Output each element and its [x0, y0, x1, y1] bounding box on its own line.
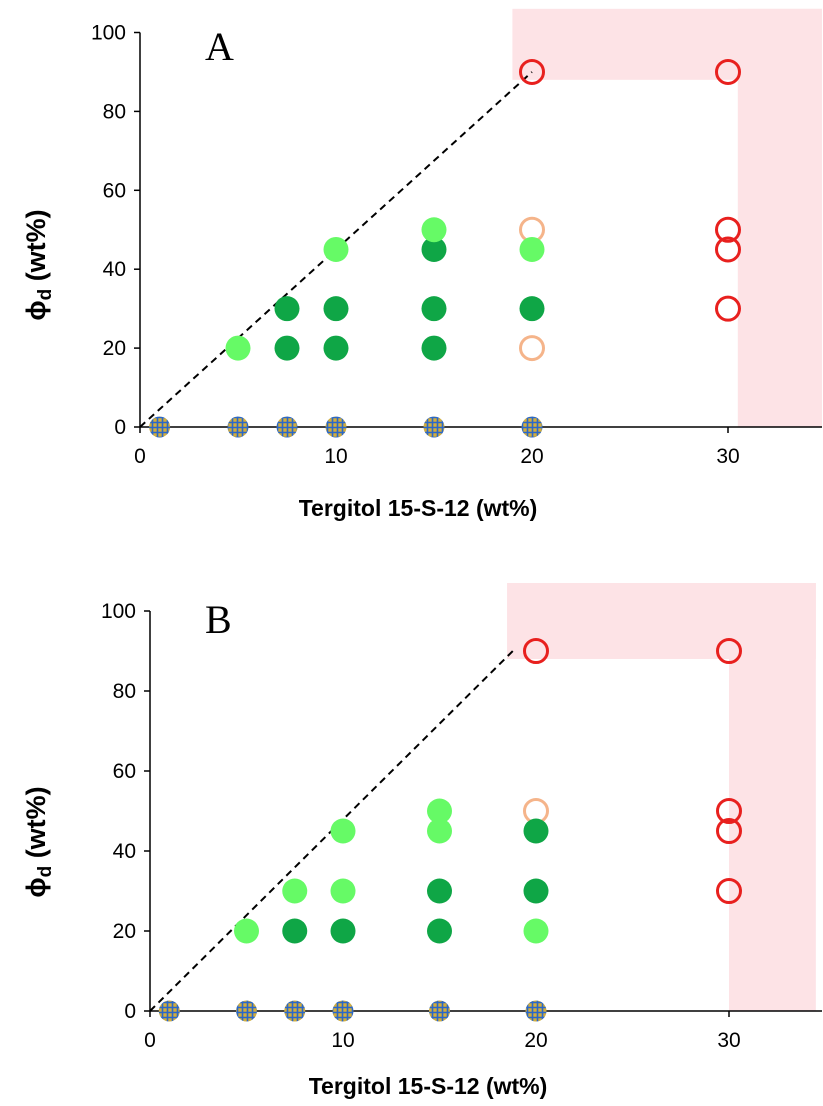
panel-b-tick-labels: 0 20 40 60 80 100 0 10 20 30	[101, 600, 741, 1052]
panel-a-point-hatched-yellow	[325, 416, 347, 438]
panel-a-point-filled-dark-green	[274, 296, 300, 322]
panel-b-point-open-red	[716, 818, 742, 844]
panel-a-axes	[134, 31, 822, 433]
panel-a-point-filled-light-green	[225, 335, 251, 361]
panel-a-point-open-orange	[519, 335, 545, 362]
panel-b-label: B	[205, 597, 232, 642]
panel-a-point-filled-dark-green	[421, 335, 447, 361]
panel-b-point-filled-dark-green	[427, 878, 452, 904]
panel-a-shaded-zone	[737, 8, 822, 428]
panel-b-point-filled-light-green	[282, 878, 308, 904]
panel-a-point-filled-light-green	[421, 217, 447, 243]
panel-a-point-open-red	[715, 216, 741, 243]
panel-b-axes	[144, 610, 822, 1017]
panel-a-tick-labels: 0 20 40 60 80 100 0 10 20 30	[91, 22, 740, 469]
panel-a-point-filled-dark-green	[323, 335, 349, 361]
panel-a-y-tick-label: 0	[114, 416, 126, 439]
panel-a-point-open-red	[715, 58, 741, 85]
panel-b-data-points	[158, 638, 742, 1022]
panel-b-point-filled-light-green	[330, 878, 356, 904]
panel-a-x-axis-label: Tergitol 15-S-12 (wt%)	[299, 495, 538, 521]
panel-b-y-axis-label: ϕd (wt%)	[21, 786, 56, 897]
panel-a-y-tick-label: 100	[91, 22, 126, 45]
panel-b-point-filled-light-green	[427, 818, 452, 844]
panel-a-y-tick-label: 40	[103, 258, 126, 281]
panel-b-y-tick-label: 80	[113, 680, 136, 703]
panel-b-point-filled-light-green	[234, 918, 259, 944]
panel-b-x-tick-label: 0	[144, 1029, 156, 1052]
panel-a-x-tick-label: 30	[716, 445, 739, 468]
panel-a-data-points	[149, 58, 741, 438]
panel-a-point-hatched-yellow	[149, 416, 171, 438]
panel-b-chart: 0 20 40 60 80 100 0 10 20 30 B Tergitol 15-S-12 (…	[21, 583, 822, 1099]
panel-b-point-filled-dark-green	[330, 918, 356, 944]
panel-b-point-filled-dark-green	[282, 918, 308, 944]
panel-a-point-filled-dark-green	[421, 236, 447, 262]
panel-b-point-hatched-yellow	[284, 1000, 306, 1022]
panel-a-point-open-red	[715, 236, 741, 263]
panel-b-x-axis-label: Tergitol 15-S-12 (wt%)	[309, 1073, 548, 1099]
panel-a-point-filled-light-green	[323, 236, 349, 262]
panel-a-shaded-zones	[512, 8, 822, 428]
panel-b-y-tick-label: 0	[124, 1000, 136, 1023]
panel-b-point-open-red	[716, 878, 742, 904]
panel-a-point-filled-dark-green	[421, 296, 447, 322]
panel-a-y-axis-label: ϕd (wt%)	[21, 209, 56, 320]
panel-b-point-hatched-yellow	[158, 1000, 180, 1022]
panel-a-point-hatched-yellow	[227, 416, 249, 438]
panel-b-point-filled-light-green	[427, 798, 452, 824]
panel-b-point-open-red	[716, 638, 742, 664]
panel-b-point-hatched-yellow	[429, 1000, 450, 1022]
panel-b-point-open-red	[523, 638, 549, 664]
panel-a-point-filled-dark-green	[323, 296, 349, 322]
panel-b-point-hatched-yellow	[236, 1000, 257, 1022]
panel-b-y-tick-label: 40	[113, 840, 136, 863]
panel-a-x-tick-label: 10	[324, 445, 347, 468]
panel-b-point-filled-dark-green	[523, 878, 549, 904]
panel-b-point-hatched-yellow	[332, 1000, 354, 1022]
panel-a-x-tick-label: 0	[134, 445, 146, 468]
panel-b-y-tick-label: 60	[113, 760, 136, 783]
panel-a-point-hatched-yellow	[521, 416, 543, 438]
panel-b-x-tick-label: 10	[331, 1029, 354, 1052]
panel-b-x-tick-label: 20	[524, 1029, 547, 1052]
panel-b-shaded-zones	[507, 583, 816, 1011]
panel-a-y-tick-label: 60	[103, 179, 126, 202]
panel-b-y-tick-label: 20	[113, 920, 136, 943]
panel-b-y-tick-label: 100	[101, 600, 136, 623]
panel-a-x-tick-label: 20	[520, 445, 543, 468]
panel-b-point-filled-light-green	[523, 918, 549, 944]
panel-a-point-open-red	[519, 58, 545, 85]
panel-a-point-filled-light-green	[519, 236, 545, 262]
panel-b-point-filled-dark-green	[427, 918, 452, 944]
panel-b-point-filled-light-green	[330, 818, 356, 844]
panel-a-point-open-red	[715, 295, 741, 322]
panel-a-point-filled-dark-green	[519, 296, 545, 322]
panel-a-chart: 0 20 40 60 80 100 0 10 20 30 A Tergitol 15-S-12 (…	[21, 8, 822, 521]
panel-a-y-tick-label: 20	[103, 337, 126, 360]
panel-a-point-filled-dark-green	[274, 335, 300, 361]
panel-b-x-tick-label: 30	[717, 1029, 740, 1052]
panel-a-point-hatched-yellow	[423, 416, 445, 438]
panel-a-point-hatched-yellow	[276, 416, 298, 438]
panel-b-point-filled-dark-green	[523, 818, 549, 844]
panel-b-shaded-zone	[729, 583, 816, 1011]
panel-a-label: A	[205, 24, 234, 69]
panel-b-point-hatched-yellow	[525, 1000, 547, 1022]
panel-b-point-open-red	[716, 798, 742, 824]
panel-a-y-tick-label: 80	[103, 100, 126, 123]
